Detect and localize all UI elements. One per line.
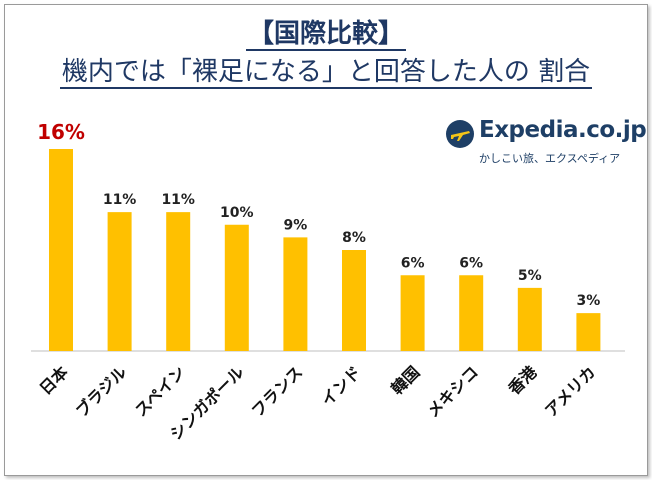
data-label-9: 3% xyxy=(577,293,601,309)
data-label-1: 11% xyxy=(103,192,137,208)
bar-3 xyxy=(224,224,249,351)
data-label-8: 5% xyxy=(518,268,542,284)
bar-chart: 16%日本11%ブラジル11%スペイン10%シンガポール9%フランス8%インド6… xyxy=(31,120,625,444)
bar-0 xyxy=(49,149,73,351)
logo-tagline: かしこい旅、エクスペディア xyxy=(479,152,621,165)
data-label-6: 6% xyxy=(401,255,425,271)
category-label-1: ブラジル xyxy=(72,362,130,420)
title-line-2: 機内では「裸足になる」と回答した人の 割合 xyxy=(59,57,593,89)
airplane-globe-icon xyxy=(446,120,474,148)
data-label-5: 8% xyxy=(342,230,366,246)
data-label-4: 9% xyxy=(284,217,308,233)
bar-4 xyxy=(283,237,308,351)
bar-6 xyxy=(400,275,425,351)
bar-9 xyxy=(576,313,601,351)
category-label-6: 韓国 xyxy=(387,362,423,398)
logo-name: Expedia.co.jp xyxy=(479,117,647,143)
category-label-8: 香港 xyxy=(504,362,541,399)
data-label-0: 16% xyxy=(37,120,85,144)
data-label-3: 10% xyxy=(220,205,254,221)
category-label-9: アメリカ xyxy=(541,362,599,420)
category-label-4: フランス xyxy=(248,362,306,420)
data-label-2: 11% xyxy=(161,192,195,208)
category-label-0: 日本 xyxy=(36,362,72,398)
bar-7 xyxy=(459,275,484,351)
bar-1 xyxy=(107,212,132,351)
expedia-logo: Expedia.co.jp かしこい旅、エクスペディア xyxy=(445,117,647,171)
bar-2 xyxy=(166,212,191,351)
chart-frame: 【国際比較】 機内では「裸足になる」と回答した人の 割合 16% 日本 11% ブラジ… xyxy=(4,4,648,476)
category-label-5: インド xyxy=(317,362,364,409)
title-line-1: 【国際比較】 xyxy=(245,19,406,51)
category-label-2: スペイン xyxy=(131,362,189,420)
bar-5 xyxy=(342,250,366,351)
bar-8 xyxy=(517,287,542,351)
category-label-7: メキシコ xyxy=(423,362,482,421)
data-label-7: 6% xyxy=(459,255,483,271)
